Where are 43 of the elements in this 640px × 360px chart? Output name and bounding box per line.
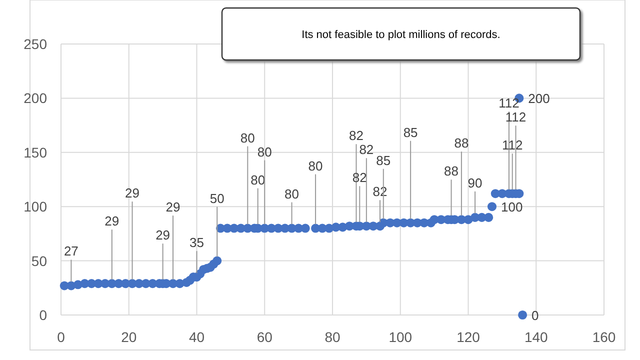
data-label: 90 [468,175,482,190]
x-tick-label: 20 [121,329,137,345]
data-label: 88 [444,164,459,179]
x-tick-label: 160 [592,329,616,345]
y-tick-label: 0 [39,307,48,323]
data-label: 85 [403,124,418,140]
data-label: 112 [502,138,523,153]
y-tick-label: 100 [24,198,48,215]
data-label: 112 [498,96,520,111]
data-label: 80 [284,186,300,202]
data-label: 80 [257,144,272,160]
data-label: 82 [372,184,388,200]
data-label: 50 [210,190,224,206]
data-label: 29 [104,214,120,229]
x-tick-label: 100 [388,329,412,345]
x-tick-label: 40 [188,329,205,345]
y-tick-label: 250 [24,36,48,52]
data-label: 112 [505,110,526,125]
data-label: 80 [240,130,255,146]
data-label: 80 [250,172,266,188]
y-tick-label: 200 [24,90,48,106]
data-label: 27 [64,244,78,259]
data-label: 88 [454,136,469,151]
x-tick-label: 140 [524,329,548,345]
data-label: 29 [166,200,180,215]
data-label: 82 [359,142,374,158]
data-label: 29 [125,186,140,201]
data-label: 80 [308,158,323,174]
data-label: 0 [532,308,539,323]
data-label: 29 [156,228,170,243]
y-tick-label: 150 [24,144,48,160]
data-label: 85 [376,152,391,168]
x-tick-label: 60 [256,329,273,345]
data-label: 200 [528,91,550,106]
x-tick-label: 120 [456,329,480,345]
data-label: 82 [352,170,367,186]
data-label: 82 [349,128,364,144]
text: Its not feasible to plot millions of records. [302,29,500,41]
x-tick-label: 0 [57,329,66,345]
data-label: 100 [501,200,523,215]
y-tick-label: 50 [31,252,48,269]
data-label: 35 [190,235,204,250]
x-tick-label: 80 [324,329,340,345]
